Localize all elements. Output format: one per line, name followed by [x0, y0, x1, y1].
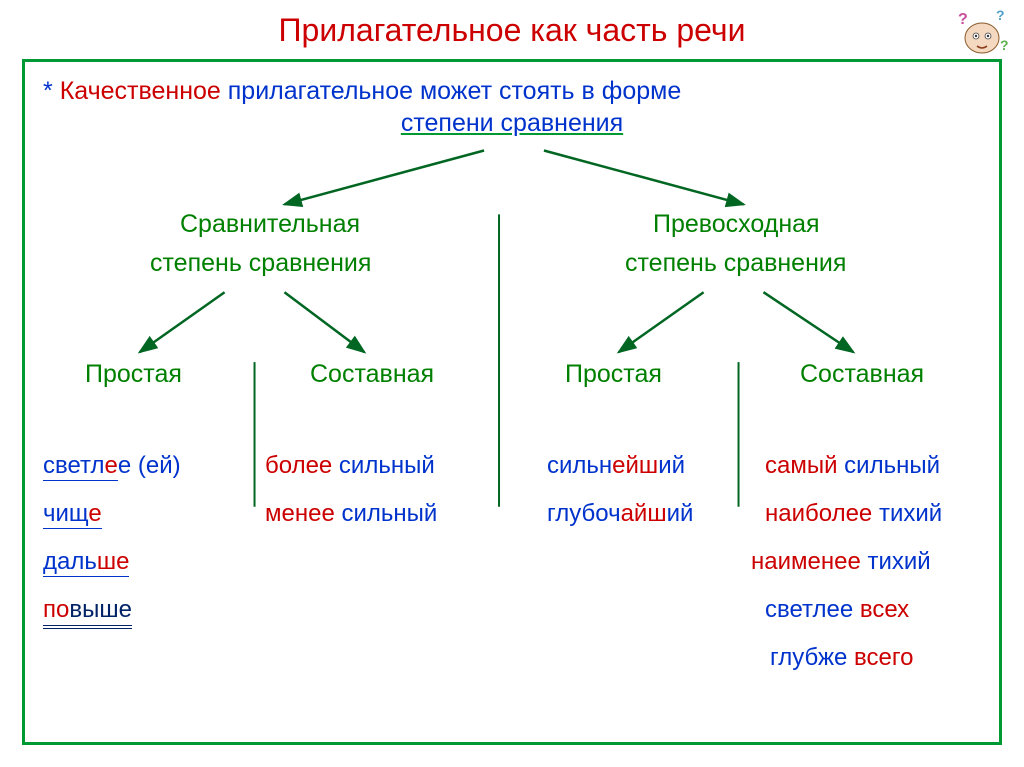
comp-simple-ex-4: повыше: [43, 596, 132, 629]
page-title: Прилагательное как часть речи: [0, 0, 1024, 59]
content-box: * Качественное прилагательное может стоя…: [22, 59, 1002, 745]
sup-compound-ex-3: наименее тихий: [751, 548, 931, 576]
sup-simple-label: Простая: [565, 360, 662, 389]
sup-simple-ex-2: глубочайший: [547, 500, 693, 528]
comparative-title-2: степень сравнения: [150, 249, 371, 278]
comp-compound-label: Составная: [310, 360, 434, 389]
intro-line-2: степени сравнения: [43, 109, 981, 138]
comp-simple-ex-2: чище: [43, 500, 102, 528]
sup-simple-ex-1: сильнейший: [547, 452, 685, 480]
svg-text:?: ?: [1000, 37, 1009, 53]
sup-compound-ex-2: наиболее тихий: [765, 500, 942, 528]
diagram-arrows: [25, 62, 999, 742]
comp-simple-ex-1: светлее (ей): [43, 452, 181, 480]
comp-simple-ex-3: дальше: [43, 548, 129, 576]
mascot-icon: ? ? ?: [952, 6, 1012, 64]
comp-compound-ex-2: менее сильный: [265, 500, 437, 528]
superlative-title-2: степень сравнения: [625, 249, 846, 278]
sup-compound-ex-4: светлее всех: [765, 596, 909, 624]
comp-simple-label: Простая: [85, 360, 182, 389]
comp-compound-ex-1: более сильный: [265, 452, 435, 480]
comparative-title-1: Сравнительная: [180, 210, 360, 239]
sup-compound-ex-1: самый сильный: [765, 452, 940, 480]
superlative-title-1: Превосходная: [653, 210, 820, 239]
sup-compound-ex-5: глубже всего: [770, 644, 913, 672]
svg-text:?: ?: [996, 7, 1005, 23]
sup-compound-label: Составная: [800, 360, 924, 389]
svg-text:?: ?: [958, 11, 968, 28]
intro-line-1: * Качественное прилагательное может стоя…: [43, 74, 981, 109]
